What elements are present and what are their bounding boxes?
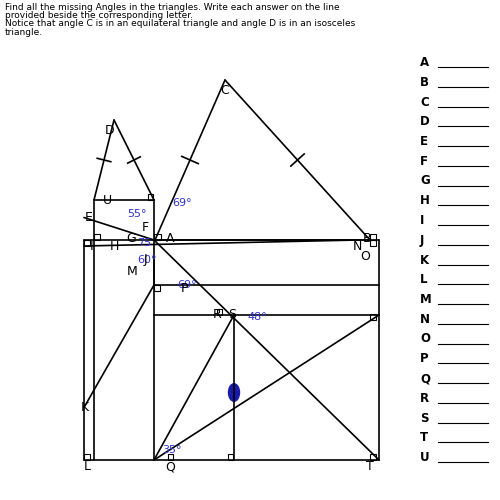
Text: Find all the missing Angles in the triangles. Write each answer on the line: Find all the missing Angles in the trian…: [5, 2, 340, 12]
Text: C: C: [420, 96, 429, 108]
Text: Q: Q: [165, 460, 175, 473]
Text: provided beside the corresponding letter.: provided beside the corresponding letter…: [5, 11, 193, 20]
Text: N: N: [420, 313, 430, 326]
Text: J: J: [143, 252, 147, 266]
Text: E: E: [85, 211, 93, 224]
Text: S: S: [228, 308, 236, 320]
Text: M: M: [420, 293, 432, 306]
Text: B: B: [420, 76, 429, 89]
Text: D: D: [420, 116, 430, 128]
Ellipse shape: [228, 384, 239, 401]
Text: Q: Q: [420, 372, 430, 385]
Text: 48°: 48°: [248, 312, 267, 322]
Text: S: S: [420, 412, 428, 424]
Text: F: F: [420, 155, 428, 168]
Text: L: L: [420, 273, 428, 286]
Text: T: T: [366, 460, 374, 473]
Text: H: H: [110, 240, 118, 252]
Text: E: E: [420, 135, 428, 148]
Text: Notice that angle C is in an equilateral triangle and angle D is in an isosceles: Notice that angle C is in an equilateral…: [5, 20, 355, 28]
Text: O: O: [420, 332, 430, 345]
Text: 60°: 60°: [138, 255, 157, 265]
Text: B: B: [363, 232, 372, 245]
Text: L: L: [84, 460, 91, 473]
Text: R: R: [213, 308, 222, 320]
Text: I: I: [420, 214, 424, 227]
Text: A: A: [420, 56, 429, 69]
Text: 35°: 35°: [162, 445, 182, 455]
Text: I: I: [90, 240, 94, 252]
Text: U: U: [420, 451, 430, 464]
Text: 69°: 69°: [178, 280, 197, 290]
Text: D: D: [105, 124, 115, 136]
Text: G: G: [126, 232, 136, 245]
Text: K: K: [420, 254, 429, 266]
Text: U: U: [103, 194, 112, 206]
Text: 55°: 55°: [128, 209, 147, 219]
Text: J: J: [420, 234, 424, 246]
Text: M: M: [127, 265, 138, 278]
Text: 75: 75: [138, 238, 151, 248]
Text: N: N: [353, 240, 362, 252]
Text: triangle.: triangle.: [5, 28, 43, 37]
Text: K: K: [81, 401, 89, 414]
Text: T: T: [420, 431, 428, 444]
Text: O: O: [360, 250, 370, 262]
Text: A: A: [166, 232, 174, 245]
Text: P: P: [420, 352, 428, 365]
Text: R: R: [420, 392, 429, 405]
Text: H: H: [420, 194, 430, 207]
Text: P: P: [181, 282, 189, 296]
Text: F: F: [142, 221, 148, 234]
Text: C: C: [220, 84, 230, 96]
Text: G: G: [420, 174, 430, 188]
Text: 69°: 69°: [172, 198, 192, 207]
